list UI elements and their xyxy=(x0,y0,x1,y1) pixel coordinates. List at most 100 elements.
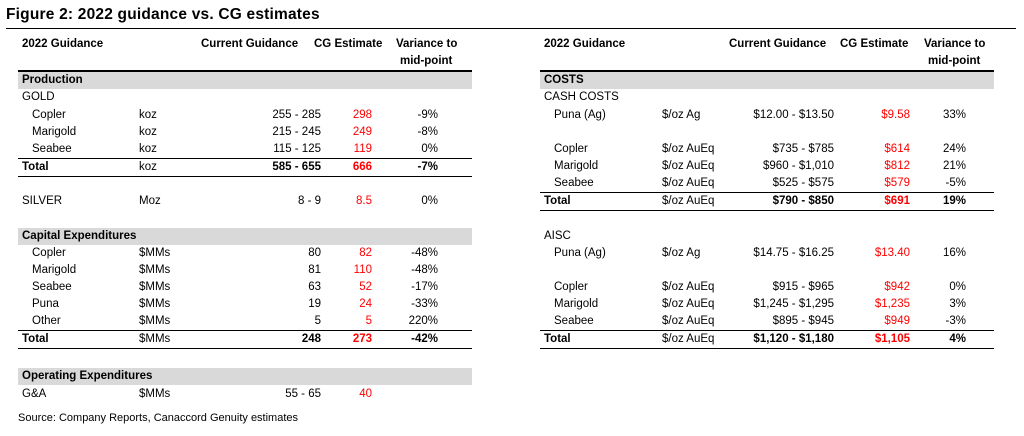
row-name: Total xyxy=(544,195,571,207)
figure-title: Figure 2: 2022 guidance vs. CG estimates xyxy=(6,6,320,23)
row-variance: -42% xyxy=(411,333,438,345)
row-name: SILVER xyxy=(22,195,63,207)
row-guidance: $735 - $785 xyxy=(772,143,834,155)
table-row: Seabee $MMs 63 52 -17% xyxy=(18,279,472,296)
row-name: Total xyxy=(22,333,49,345)
row-estimate: 119 xyxy=(353,143,372,155)
row-estimate: 298 xyxy=(352,109,372,121)
right-header-variance-2: mid-point xyxy=(928,55,981,67)
left-header-variance: Variance to xyxy=(396,38,458,50)
row-name: Copler xyxy=(32,247,66,259)
table-row: Copler $/oz AuEq $915 - $965 $942 0% xyxy=(540,279,994,296)
row-unit: $/oz AuEq xyxy=(662,195,715,207)
table-row: Marigold $/oz AuEq $1,245 - $1,295 $1,23… xyxy=(540,296,994,313)
row-variance: -5% xyxy=(945,177,966,189)
right-header-row-2: mid-point xyxy=(540,53,994,70)
table-row: Puna (Ag) $/oz Ag $12.00 - $13.50 $9.58 … xyxy=(540,107,994,124)
row-guidance: $790 - $850 xyxy=(772,195,834,207)
row-variance: -48% xyxy=(411,264,438,276)
row-estimate: 5 xyxy=(365,315,372,327)
row-estimate: $1,105 xyxy=(874,333,910,345)
row-variance: 0% xyxy=(421,195,438,207)
row-guidance: 248 xyxy=(301,333,321,345)
aisc-total-rule xyxy=(540,330,994,331)
row-variance: 21% xyxy=(942,160,966,172)
table-row: Puna (Ag) $/oz Ag $14.75 - $16.25 $13.40… xyxy=(540,245,994,262)
row-estimate: $614 xyxy=(884,143,910,155)
row-variance: 24% xyxy=(942,143,966,155)
row-estimate: $691 xyxy=(884,195,910,207)
row-variance: 16% xyxy=(942,247,966,259)
row-name: Puna (Ag) xyxy=(554,109,606,121)
left-header-rule xyxy=(18,70,472,72)
row-name: Seabee xyxy=(554,177,594,189)
row-guidance: 55 - 65 xyxy=(285,388,321,400)
row-estimate: $812 xyxy=(884,160,910,172)
row-name: Puna (Ag) xyxy=(554,247,606,259)
row-unit: $MMs xyxy=(139,281,171,293)
row-variance: 0% xyxy=(421,143,438,155)
row-estimate: $579 xyxy=(884,177,910,189)
aisc-total-row: Total $/oz AuEq $1,120 - $1,180 $1,105 4… xyxy=(540,331,994,348)
row-variance: -3% xyxy=(945,315,966,327)
row-name: Marigold xyxy=(32,126,77,138)
row-variance: -8% xyxy=(417,126,438,138)
row-guidance: 255 - 285 xyxy=(272,109,321,121)
row-variance: -17% xyxy=(411,281,438,293)
left-header-estimate: CG Estimate xyxy=(314,38,383,50)
row-unit: $MMs xyxy=(139,388,171,400)
row-estimate: $949 xyxy=(884,315,910,327)
row-variance: 19% xyxy=(942,195,966,207)
title-rule xyxy=(6,28,1016,29)
row-unit: $MMs xyxy=(139,264,171,276)
row-variance: -33% xyxy=(411,298,438,310)
left-section-capex: Capital Expenditures xyxy=(18,228,472,245)
gold-total-bottom-rule xyxy=(18,176,472,177)
row-name: Seabee xyxy=(32,143,72,155)
row-guidance: 5 xyxy=(314,315,321,327)
aisc-label: AISC xyxy=(544,230,571,242)
table-row: Seabee koz 115 - 125 119 0% xyxy=(18,141,472,158)
section-label: Operating Expenditures xyxy=(22,370,153,382)
row-unit: koz xyxy=(139,143,157,155)
row-name: Seabee xyxy=(554,315,594,327)
left-header-variance-2: mid-point xyxy=(400,55,453,67)
left-section-opex: Operating Expenditures xyxy=(18,368,472,385)
row-estimate: 8.5 xyxy=(356,195,372,207)
right-header-rule xyxy=(540,70,994,72)
right-header-variance: Variance to xyxy=(924,38,986,50)
right-header-guidance: Current Guidance xyxy=(729,38,827,50)
row-unit: $/oz AuEq xyxy=(662,315,715,327)
row-guidance: 8 - 9 xyxy=(297,195,321,207)
row-unit: $/oz AuEq xyxy=(662,177,715,189)
row-guidance: $1,120 - $1,180 xyxy=(753,333,834,345)
capex-total-row: Total $MMs 248 273 -42% xyxy=(18,331,472,348)
row-variance: 3% xyxy=(949,298,966,310)
left-header-row: 2022 Guidance Current Guidance CG Estima… xyxy=(18,36,472,53)
row-guidance: 115 - 125 xyxy=(273,143,321,155)
row-estimate: 40 xyxy=(359,388,372,400)
row-unit: $MMs xyxy=(139,315,171,327)
table-row: Copler $/oz AuEq $735 - $785 $614 24% xyxy=(540,141,994,158)
row-guidance: 81 xyxy=(308,264,321,276)
row-unit: koz xyxy=(139,126,157,138)
row-estimate: $9.58 xyxy=(881,109,910,121)
row-unit: $/oz AuEq xyxy=(662,298,715,310)
table-row: Seabee $/oz AuEq $525 - $575 $579 -5% xyxy=(540,175,994,192)
table-row: G&A $MMs 55 - 65 40 xyxy=(18,386,472,403)
table-row: Seabee $/oz AuEq $895 - $945 $949 -3% xyxy=(540,313,994,330)
row-unit: $MMs xyxy=(139,298,171,310)
row-unit: $/oz AuEq xyxy=(662,333,715,345)
left-section-production: Production xyxy=(18,72,472,89)
table-row: Puna $MMs 19 24 -33% xyxy=(18,296,472,313)
row-unit: koz xyxy=(139,109,157,121)
row-variance: -9% xyxy=(417,109,438,121)
row-estimate: $1,235 xyxy=(874,298,910,310)
row-estimate: 82 xyxy=(359,247,372,259)
section-label: Capital Expenditures xyxy=(22,230,137,242)
row-variance: 4% xyxy=(949,333,966,345)
row-name: Marigold xyxy=(554,160,599,172)
row-guidance: $915 - $965 xyxy=(772,281,834,293)
row-estimate: 249 xyxy=(352,126,372,138)
table-row: Marigold $/oz AuEq $960 - $1,010 $812 21… xyxy=(540,158,994,175)
